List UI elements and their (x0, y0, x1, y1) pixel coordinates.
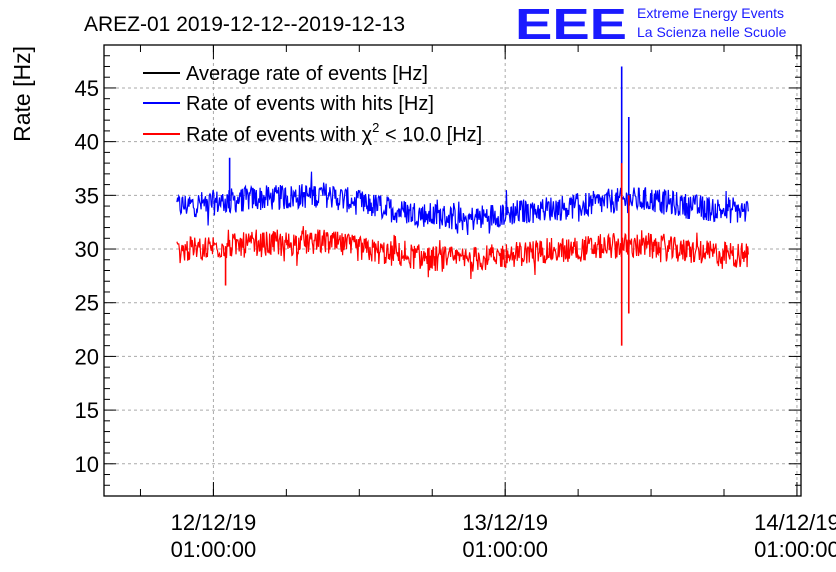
series-layer (176, 66, 749, 346)
x-tick-label-time: 01:00:00 (754, 537, 836, 562)
logo-line-2: La Scienza nelle Scuole (637, 24, 787, 40)
x-tick-label-date: 14/12/19 (754, 510, 836, 535)
legend: Average rate of events [Hz] Rate of even… (143, 63, 482, 146)
legend-chi2-superscript: 2 (372, 120, 379, 135)
axis-tick-labels: 101520253035404512/12/1901:00:0013/12/19… (75, 76, 836, 562)
legend-chi2-suffix: < 10.0 [Hz] (379, 124, 482, 146)
y-tick-label: 20 (75, 344, 99, 369)
x-tick-label-time: 01:00:00 (171, 537, 257, 562)
y-tick-label: 25 (75, 291, 99, 316)
x-tick-label-date: 12/12/19 (171, 510, 257, 535)
legend-chi2-prefix: Rate of events with χ (186, 124, 373, 146)
legend-label-hits: Rate of events with hits [Hz] (186, 93, 434, 115)
legend-label-chi2: Rate of events with χ2 < 10.0 [Hz] (186, 120, 482, 146)
y-tick-label: 30 (75, 237, 99, 262)
eee-logo-letters: EEE (515, 0, 627, 49)
y-tick-label: 10 (75, 452, 99, 477)
y-tick-label: 45 (75, 76, 99, 101)
eee-logo: EEE Extreme Energy Events La Scienza nel… (515, 0, 787, 49)
axis-ticks (104, 45, 801, 496)
chart-title: AREZ-01 2019-12-12--2019-12-13 (84, 13, 405, 36)
series-line-2 (176, 226, 749, 280)
x-tick-label-date: 13/12/19 (462, 510, 548, 535)
series-line-1 (176, 171, 749, 236)
legend-label-average: Average rate of events [Hz] (186, 63, 428, 85)
logo-line-1: Extreme Energy Events (637, 5, 784, 21)
y-tick-label: 40 (75, 130, 99, 155)
y-axis-label: Rate [Hz] (9, 46, 35, 142)
x-tick-label-time: 01:00:00 (462, 537, 548, 562)
y-tick-label: 15 (75, 398, 99, 423)
y-tick-label: 35 (75, 183, 99, 208)
